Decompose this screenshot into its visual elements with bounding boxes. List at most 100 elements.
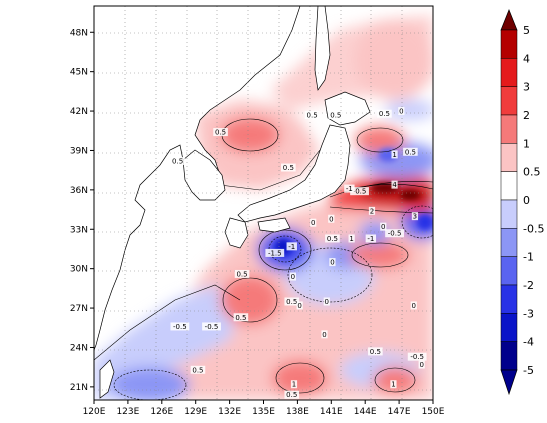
colorbar-segment — [500, 29, 518, 59]
lon-tick-label: 144E — [354, 407, 377, 417]
contour-label-bg — [281, 163, 296, 172]
contour-label: 0.5 — [235, 314, 246, 322]
contour-label: 0.5 — [370, 348, 381, 356]
contour-label: 0 — [291, 273, 295, 281]
contour-label-bg — [385, 229, 404, 238]
positive-anomaly-patch — [272, 360, 328, 396]
colorbar-segment — [500, 313, 518, 342]
colorbar-label: 5 — [523, 24, 530, 37]
contour-label: 0 — [311, 219, 315, 227]
contour-label-bg — [365, 234, 377, 243]
lon-tick-label: 120E — [83, 407, 106, 417]
contour-label: 0.5 — [215, 129, 226, 137]
colorbar-label: 0.5 — [523, 166, 541, 179]
cold-eddy-east-core — [417, 214, 433, 230]
contour-label: 0 — [399, 108, 403, 116]
contour-label-bg — [284, 297, 300, 306]
contour-label: 0.5 — [307, 112, 318, 120]
lat-tick-label: 30N — [70, 265, 88, 275]
lon-tick-label: 150E — [422, 407, 445, 417]
contour-line — [94, 284, 241, 361]
lat-tick-label: 27N — [70, 304, 88, 314]
colorbar-segment — [500, 199, 518, 229]
contour-line — [374, 367, 416, 393]
contour-label-bg — [170, 156, 185, 165]
contour-label-bg — [321, 330, 328, 339]
contour-label-bg — [407, 352, 427, 361]
contour-label-bg — [403, 147, 418, 156]
contour-label-bg — [190, 365, 206, 374]
contour-label: 0 — [297, 302, 301, 310]
contour-label: -0.5 — [353, 188, 367, 196]
contour-label-bg — [350, 187, 369, 196]
contour-label-bg — [418, 360, 425, 369]
contour-label-bg — [377, 109, 392, 118]
colorbar-label: -1 — [523, 251, 534, 264]
contour-line — [268, 235, 302, 263]
contour-label-bg — [325, 234, 340, 243]
northeast-cold-patch — [385, 100, 433, 120]
contour-label: -0.5 — [388, 230, 402, 238]
lon-tick-label: 129E — [184, 407, 207, 417]
taiwan-island — [99, 359, 115, 399]
lon-tick-label: 123E — [116, 407, 139, 417]
northeast-warm-patch — [355, 126, 405, 154]
contour-label-bg — [234, 269, 250, 278]
contour-label-bg — [213, 128, 228, 137]
contour-label: 0 — [330, 259, 334, 267]
contour-label-bg — [391, 150, 398, 159]
contour-label-bg — [398, 107, 405, 116]
contour-label: -1 — [346, 185, 353, 193]
contour-label: 0.5 — [379, 110, 390, 118]
colorbar-segment — [500, 284, 518, 314]
contour-line — [329, 206, 433, 214]
contour-label: 0 — [329, 215, 333, 223]
contour-label-bg — [265, 248, 285, 257]
lat-tick-label: 24N — [70, 343, 88, 353]
positive-anomaly-patch — [220, 275, 280, 325]
colorbar-segment — [500, 228, 518, 257]
contour-label-bg — [410, 301, 417, 310]
contour-label-bg — [344, 184, 355, 193]
contour-label-bg — [328, 214, 335, 223]
contour-label-bg — [290, 380, 298, 389]
lat-tick-label: 39N — [70, 146, 88, 156]
lat-tick-label: 42N — [70, 107, 88, 117]
contour-label-bg — [368, 206, 376, 215]
positive-anomaly-patch — [373, 366, 417, 394]
colorbar-min-arrow — [500, 369, 518, 396]
contour-label: 0 — [412, 302, 416, 310]
contour-label: 0.5 — [192, 366, 203, 374]
contour-label-bg — [296, 301, 303, 310]
colorbar-segment — [500, 341, 518, 371]
colorbar-label: -0.5 — [523, 222, 544, 235]
contour-label: 0 — [325, 298, 329, 306]
contour-label: 0.5 — [286, 298, 297, 306]
lon-tick-label: 138E — [286, 407, 309, 417]
contour-label: 3 — [413, 213, 417, 221]
contour-label-bg — [289, 272, 296, 281]
contour-label-bg — [329, 258, 336, 267]
contour-line — [222, 277, 278, 323]
contour-label-bg — [391, 180, 398, 189]
positive-anomaly-patch — [350, 241, 410, 269]
contour-label: 1 — [349, 235, 353, 243]
lat-tick-label: 48N — [70, 28, 88, 38]
kuroshio-hot-spot — [400, 190, 420, 200]
korean-peninsula — [182, 149, 226, 201]
contour-label-bg — [368, 347, 383, 356]
contour-line — [275, 362, 325, 394]
contour-label-bg — [170, 322, 190, 331]
contour-line — [351, 242, 409, 268]
lon-tick-label: 126E — [150, 407, 173, 417]
lon-tick-label: 141E — [320, 407, 343, 417]
contour-label: 0.5 — [327, 235, 338, 243]
contour-label: 2 — [370, 207, 374, 215]
colorbar-max-arrow — [500, 9, 518, 31]
colorbar-segment — [500, 143, 518, 172]
contour-label: -0.5 — [173, 323, 187, 331]
contour-line — [258, 229, 312, 271]
colorbar-segment — [500, 114, 518, 144]
colorbar-label: 3 — [523, 81, 530, 94]
